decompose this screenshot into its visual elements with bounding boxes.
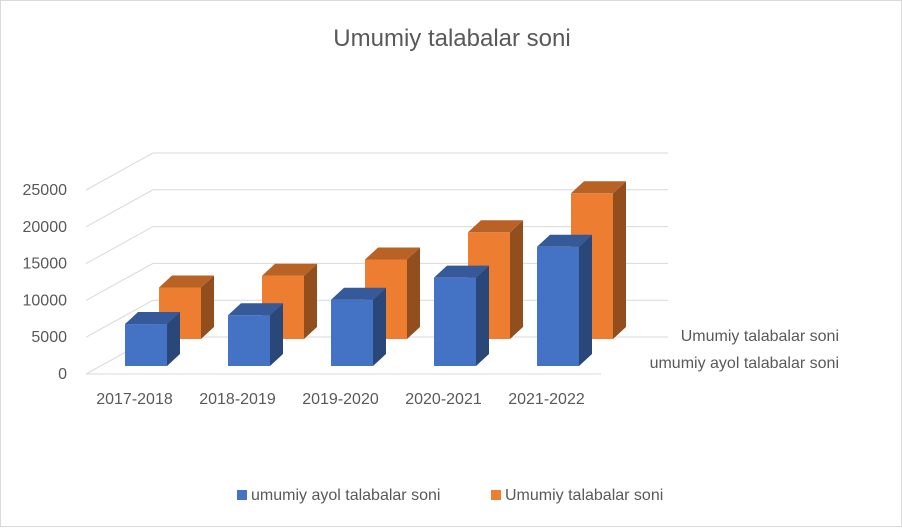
- y-tick-label: 10000: [23, 292, 68, 309]
- legend-label: Umumiy talabalar soni: [505, 487, 663, 504]
- y-tick-label: 5000: [31, 329, 67, 346]
- chart-walls: [85, 152, 668, 375]
- x-tick-label: 2020-2021: [405, 391, 482, 408]
- x-axis-ticks: 2017-2018 2018-2019 2019-2020 2020-2021 2021…: [96, 391, 585, 408]
- bar: [434, 265, 489, 366]
- depth-axis-labels: Umumiy talabalar soni umumiy ayol talabal…: [650, 328, 839, 372]
- bar: [537, 234, 592, 366]
- bar: [228, 303, 283, 366]
- depth-axis-label: Umumiy talabalar soni: [681, 328, 839, 345]
- x-tick-label: 2017-2018: [96, 391, 173, 408]
- depth-axis-label: umumiy ayol talabalar soni: [650, 355, 839, 372]
- legend-label: umumiy ayol talabalar soni: [251, 487, 440, 504]
- gridline: [85, 152, 668, 191]
- y-tick-label: 20000: [23, 219, 68, 236]
- x-tick-label: 2019-2020: [302, 391, 379, 408]
- y-axis-ticks: 0 5000 10000 15000 20000 25000: [23, 182, 68, 383]
- legend: umumiy ayol talabalar soni Umumiy talabal…: [237, 487, 663, 504]
- y-tick-label: 0: [58, 366, 67, 383]
- chart-title: Umumiy talabalar soni: [333, 25, 570, 52]
- legend-swatch: [237, 490, 247, 500]
- bar: [331, 287, 386, 366]
- gridline: [85, 189, 668, 228]
- legend-swatch: [491, 490, 501, 500]
- legend-item: Umumiy talabalar soni: [491, 487, 663, 504]
- x-tick-label: 2021-2022: [508, 391, 585, 408]
- y-tick-label: 15000: [23, 256, 68, 273]
- x-tick-label: 2018-2019: [199, 391, 276, 408]
- legend-item: umumiy ayol talabalar soni: [237, 487, 440, 504]
- chart-bars: [125, 181, 626, 366]
- bar: [125, 312, 180, 366]
- y-tick-label: 25000: [23, 182, 68, 199]
